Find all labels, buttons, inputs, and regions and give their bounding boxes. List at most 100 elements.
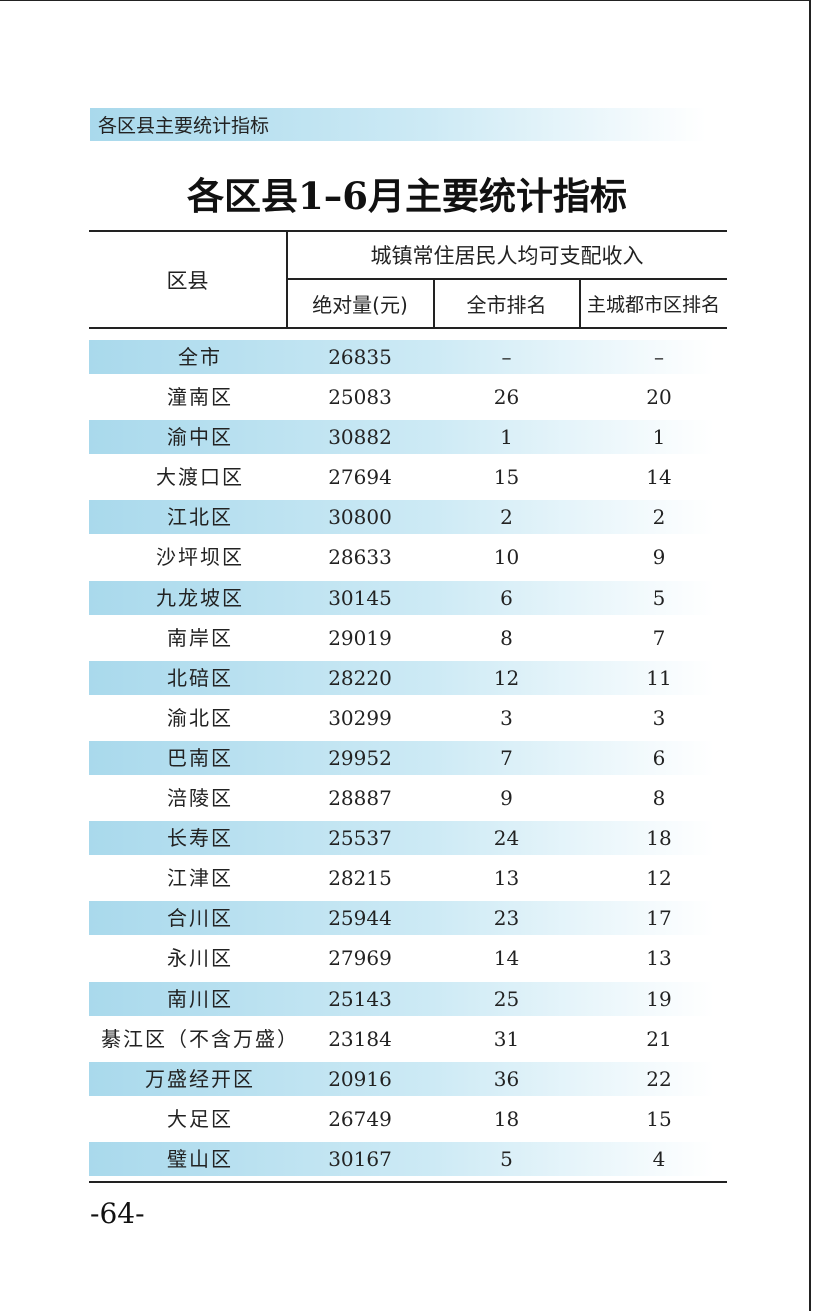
- urban-rank: 13: [646, 946, 672, 971]
- table-row: 江北区 30800 2 2: [89, 497, 727, 537]
- city-rank: 23: [493, 906, 520, 931]
- urban-rank: 9: [652, 545, 666, 570]
- header-district: 区县: [166, 268, 209, 293]
- district-name: 万盛经开区: [145, 1066, 255, 1091]
- income-value: 28633: [328, 545, 392, 570]
- city-rank: 13: [493, 866, 520, 891]
- city-rank: 7: [500, 745, 513, 770]
- urban-rank: 21: [646, 1026, 672, 1051]
- urban-rank: 4: [652, 1146, 666, 1171]
- city-rank: 5: [500, 1146, 513, 1171]
- district-name: 渝中区: [167, 425, 233, 450]
- urban-rank: 3: [652, 705, 666, 730]
- district-name: 北碚区: [167, 665, 233, 690]
- city-rank: 8: [500, 625, 513, 650]
- table-row: 璧山区 30167 5 4: [89, 1139, 727, 1179]
- table-row: 潼南区 25083 26 20: [89, 377, 727, 417]
- urban-rank: 14: [646, 465, 672, 490]
- header-main-urban-rank: 主城都市区排名: [586, 294, 720, 316]
- district-name: 全市: [178, 345, 222, 369]
- city-rank: 14: [493, 946, 520, 971]
- urban-rank: 12: [646, 866, 672, 891]
- income-value: 29019: [328, 625, 392, 650]
- city-rank: 24: [493, 826, 520, 851]
- table-row: 渝北区 30299 3 3: [89, 698, 727, 738]
- city-rank: 2: [500, 505, 513, 530]
- table-header: 区县 城镇常住居民人均可支配收入 绝对量(元) 全市排名 主城都市区排名: [89, 230, 727, 329]
- table-row: 渝中区 30882 1 1: [89, 417, 727, 457]
- header-divider: [433, 279, 435, 327]
- district-name: 大足区: [167, 1106, 233, 1131]
- table-row: 永川区 27969 14 13: [89, 938, 727, 978]
- table-row: 万盛经开区 20916 36 22: [89, 1059, 727, 1099]
- city-rank: 6: [500, 585, 513, 610]
- table-row: 合川区 25944 23 17: [89, 898, 727, 938]
- income-value: 30145: [328, 585, 392, 610]
- city-rank: 15: [493, 465, 520, 490]
- urban-rank: 19: [646, 986, 672, 1011]
- table-bottom-rule: [89, 1181, 727, 1183]
- table-row: 涪陵区 28887 9 8: [89, 778, 727, 818]
- income-value: 26749: [328, 1106, 392, 1131]
- income-value: 30882: [328, 425, 392, 450]
- urban-rank: 11: [646, 665, 672, 690]
- table-row: 全市 26835 – –: [89, 337, 727, 377]
- income-value: 28887: [328, 786, 392, 811]
- district-name: 南川区: [167, 986, 233, 1011]
- urban-rank: 17: [646, 906, 672, 931]
- income-value: 30167: [328, 1146, 392, 1171]
- table-row: 长寿区 25537 24 18: [89, 818, 727, 858]
- income-value: 23184: [328, 1026, 392, 1051]
- section-label: 各区县主要统计指标: [90, 108, 706, 141]
- page-title: 各区县1–6月主要统计指标: [187, 174, 627, 218]
- district-name: 巴南区: [167, 745, 233, 770]
- district-name: 长寿区: [167, 826, 233, 851]
- page-number: -64-: [90, 1197, 145, 1230]
- income-value: 25143: [328, 986, 392, 1011]
- stats-table: 区县 城镇常住居民人均可支配收入 绝对量(元) 全市排名 主城都市区排名 全市 2…: [89, 230, 727, 1176]
- urban-rank: 1: [652, 425, 666, 450]
- city-rank: 36: [493, 1066, 520, 1091]
- city-rank: –: [501, 345, 512, 369]
- urban-rank: 18: [646, 826, 672, 851]
- urban-rank: 20: [646, 385, 672, 410]
- table-row: 綦江区（不含万盛） 23184 31 21: [89, 1019, 727, 1059]
- header-divider: [579, 279, 581, 327]
- urban-rank: 8: [652, 786, 666, 811]
- district-name: 璧山区: [167, 1146, 233, 1171]
- city-rank: 31: [493, 1026, 520, 1051]
- district-name: 永川区: [167, 946, 233, 971]
- table-row: 沙坪坝区 28633 10 9: [89, 537, 727, 577]
- income-value: 25083: [328, 385, 392, 410]
- income-value: 28215: [328, 866, 392, 891]
- city-rank: 1: [500, 425, 513, 450]
- urban-rank: 15: [646, 1106, 672, 1131]
- district-name: 南岸区: [167, 625, 233, 650]
- header-divider: [287, 278, 727, 280]
- header-city-rank: 全市排名: [466, 293, 547, 317]
- district-name: 綦江区（不含万盛）: [101, 1026, 299, 1051]
- urban-rank: 2: [652, 505, 666, 530]
- table-row: 巴南区 29952 7 6: [89, 738, 727, 778]
- header-absolute: 绝对量(元): [312, 293, 408, 317]
- district-name: 大渡口区: [156, 465, 244, 490]
- district-name: 合川区: [167, 906, 233, 931]
- city-rank: 18: [493, 1106, 520, 1131]
- city-rank: 26: [493, 385, 520, 410]
- table-body: 全市 26835– – 潼南区 25083 26 20 渝中区 30882 1 1 大渡口区 27694…: [89, 337, 727, 1179]
- district-name: 潼南区: [167, 385, 233, 410]
- header-divider: [286, 232, 288, 327]
- income-value: 26835: [328, 345, 392, 369]
- section-label-text: 各区县主要统计指标: [98, 115, 270, 137]
- income-value: 25944: [328, 906, 392, 931]
- table-row: 大渡口区 27694 15 14: [89, 457, 727, 497]
- district-name: 沙坪坝区: [156, 545, 244, 570]
- district-name: 九龙坡区: [156, 585, 244, 610]
- income-value: 27969: [328, 946, 392, 971]
- income-value: 27694: [328, 465, 392, 490]
- income-value: 20916: [328, 1066, 392, 1091]
- urban-rank: 5: [652, 585, 666, 610]
- table-row: 南川区 25143 25 19: [89, 979, 727, 1019]
- urban-rank: –: [654, 345, 664, 369]
